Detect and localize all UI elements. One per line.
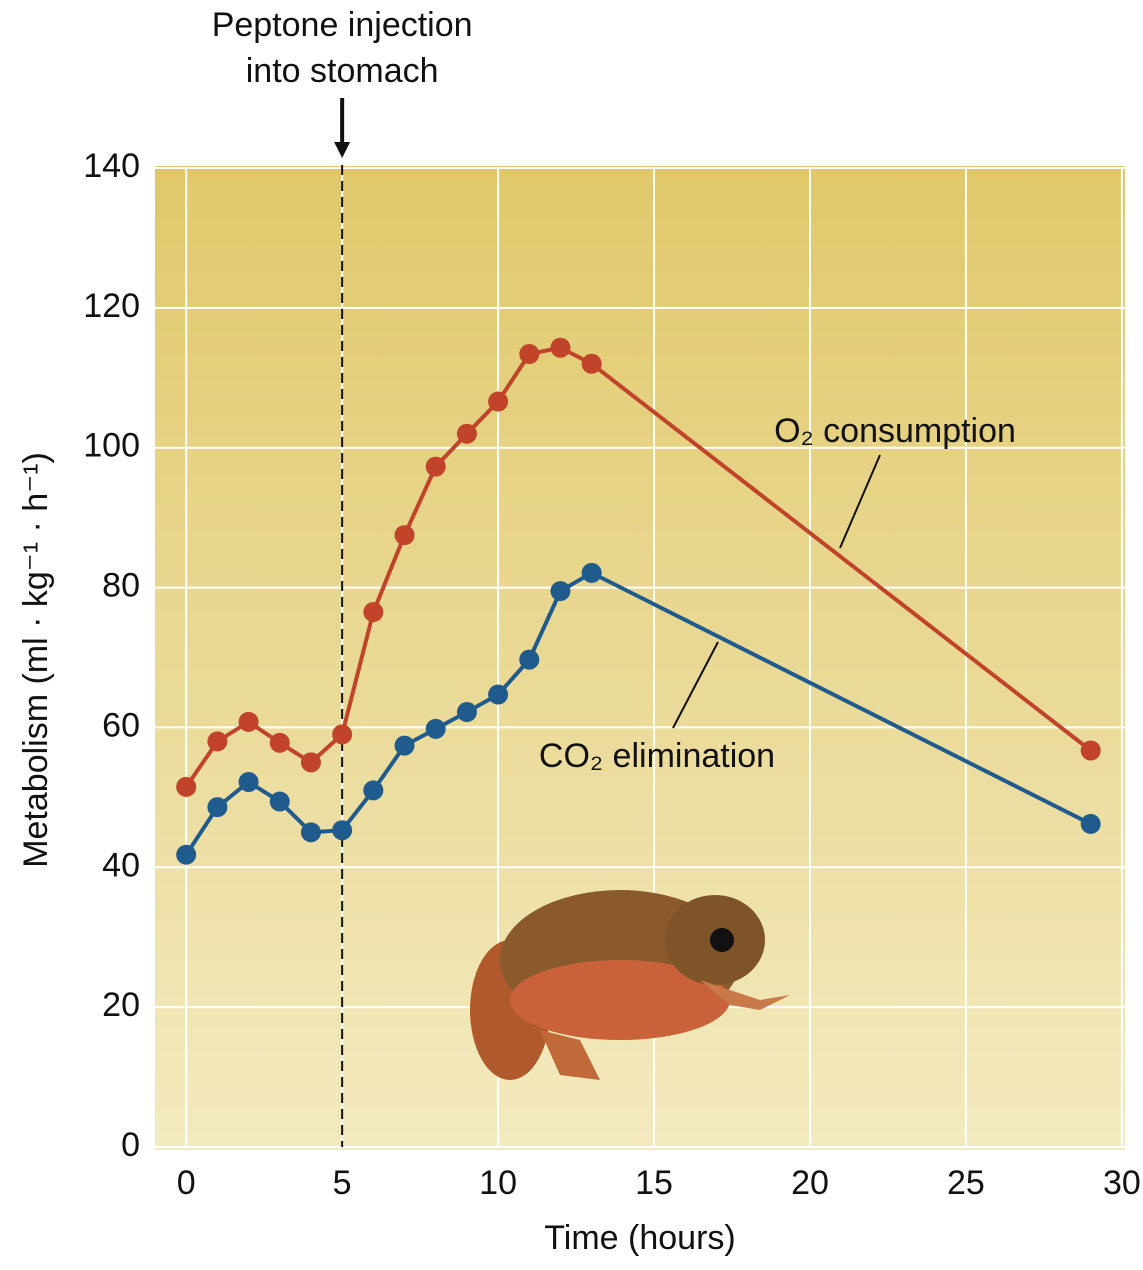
y-tick-label: 20 <box>102 986 140 1024</box>
series-label: O₂ consumption <box>774 412 1016 450</box>
data-point <box>394 525 415 546</box>
x-tick-label: 20 <box>791 1164 829 1202</box>
data-point <box>269 791 290 812</box>
data-point <box>456 423 477 444</box>
y-tick-label: 0 <box>121 1126 140 1164</box>
data-point <box>332 820 353 841</box>
x-tick-label: 0 <box>177 1164 196 1202</box>
data-point <box>269 732 290 753</box>
data-point <box>238 771 259 792</box>
data-point <box>394 735 415 756</box>
data-point <box>363 602 384 623</box>
data-point <box>456 702 477 723</box>
data-point <box>519 344 540 365</box>
y-axis-label: Metabolism (ml · kg⁻¹ · h⁻¹) <box>17 452 55 868</box>
data-point <box>1080 813 1101 834</box>
leader-line <box>839 454 881 549</box>
data-point <box>488 684 509 705</box>
x-tick-label: 30 <box>1103 1164 1141 1202</box>
x-tick-label: 10 <box>479 1164 517 1202</box>
y-tick-label: 60 <box>102 706 140 744</box>
x-tick-label: 5 <box>333 1164 352 1202</box>
series-label: CO₂ elimination <box>539 737 775 775</box>
data-point <box>363 780 384 801</box>
annotation-text: Peptone injection <box>212 6 473 44</box>
data-point <box>207 731 228 752</box>
data-point <box>238 711 259 732</box>
y-tick-label: 140 <box>83 147 140 185</box>
y-tick-label: 40 <box>102 846 140 884</box>
y-tick-label: 100 <box>83 427 140 465</box>
data-point <box>300 752 321 773</box>
data-point <box>207 797 228 818</box>
y-tick-label: 120 <box>83 287 140 325</box>
data-point <box>176 776 197 797</box>
data-point <box>300 822 321 843</box>
x-axis-label: Time (hours) <box>544 1219 735 1257</box>
toad-illustration <box>470 890 790 1080</box>
annotation-text: into stomach <box>246 52 439 90</box>
data-point <box>425 718 446 739</box>
x-tick-label: 25 <box>947 1164 985 1202</box>
data-point <box>581 353 602 374</box>
data-point <box>1080 740 1101 761</box>
data-point <box>519 649 540 670</box>
data-point <box>550 337 571 358</box>
x-tick-label: 15 <box>635 1164 673 1202</box>
data-point <box>332 724 353 745</box>
leader-line <box>672 641 719 729</box>
data-point <box>425 456 446 477</box>
y-tick-label: 80 <box>102 567 140 605</box>
data-point <box>176 844 197 865</box>
data-point <box>488 391 509 412</box>
data-point <box>581 562 602 583</box>
data-point <box>550 581 571 602</box>
